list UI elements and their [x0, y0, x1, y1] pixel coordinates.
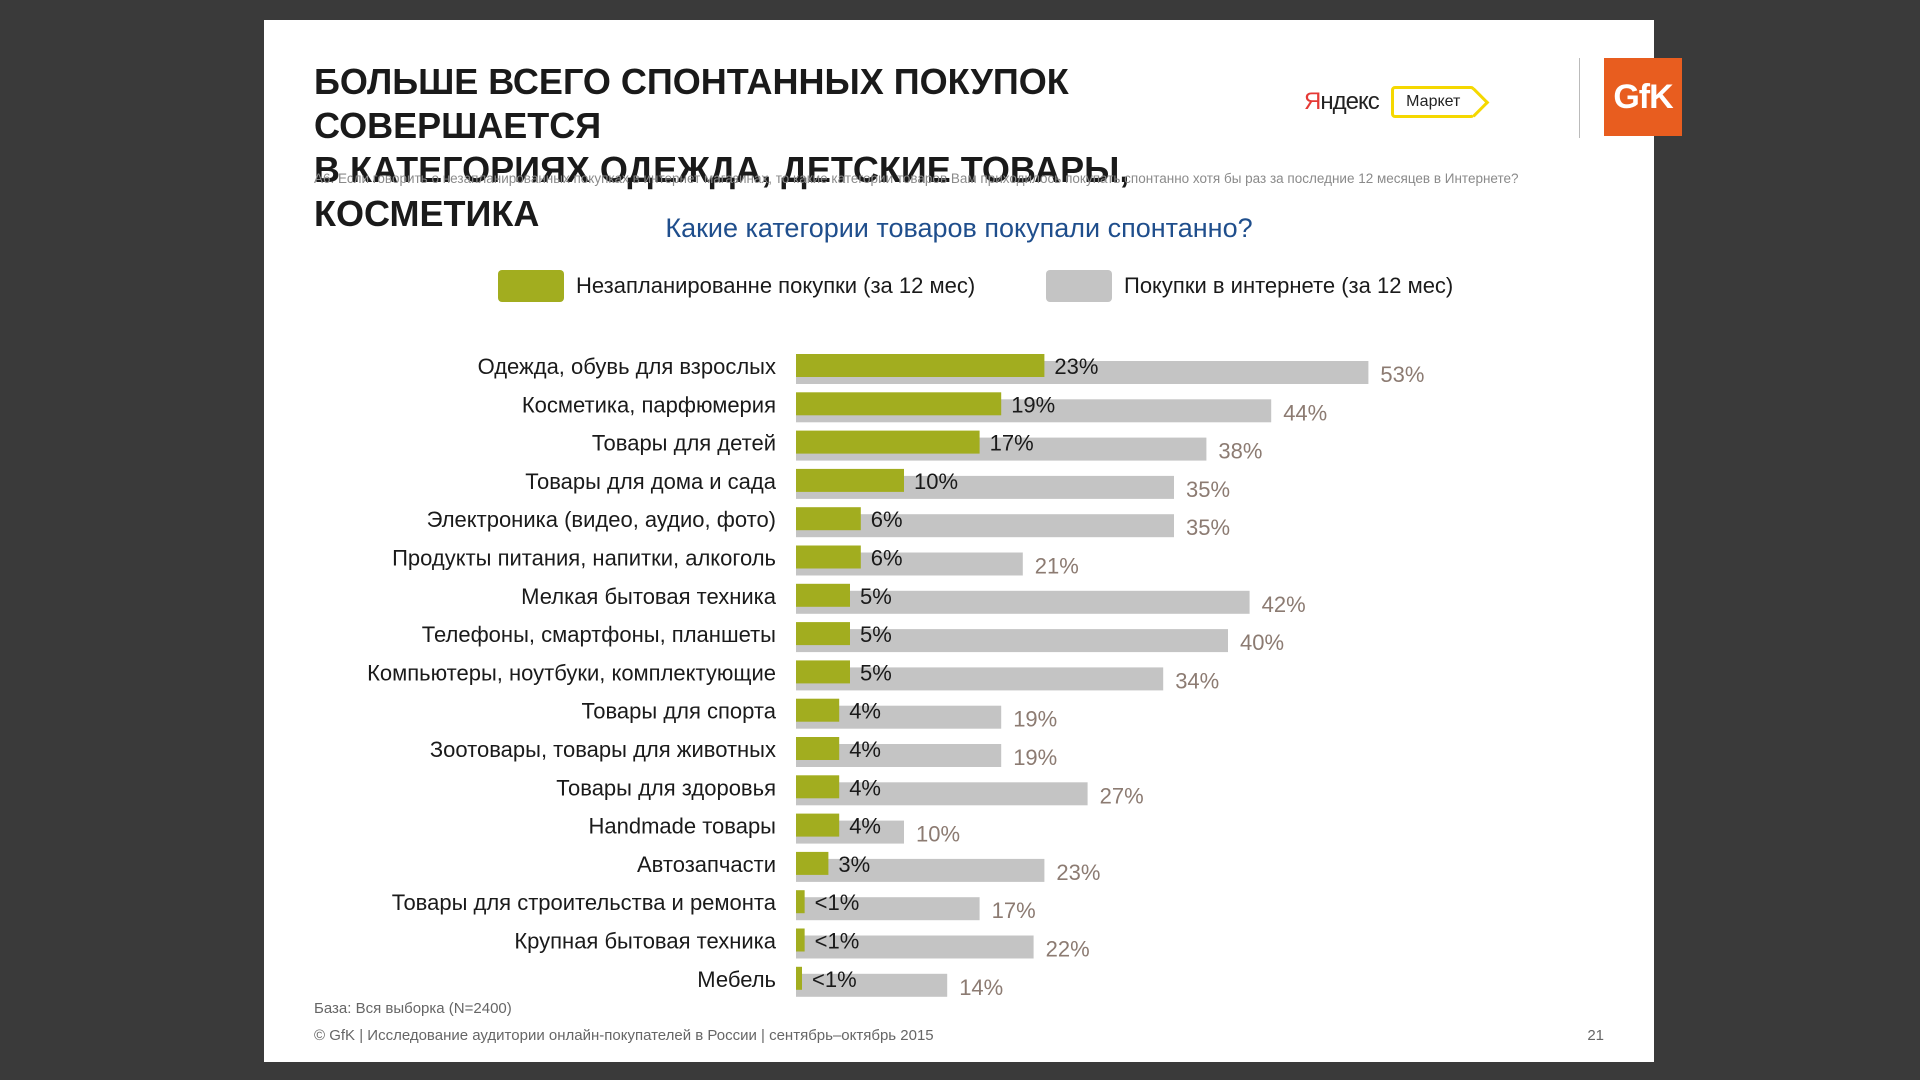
data-label-online: 40% [1240, 630, 1284, 655]
bar-unplanned [796, 622, 850, 646]
category-label: Продукты питания, напитки, алкоголь [392, 546, 776, 571]
category-label: Товары для детей [592, 431, 776, 456]
category-label: Handmade товары [588, 814, 776, 839]
data-label-online: 38% [1218, 439, 1262, 464]
bar-unplanned [796, 966, 802, 990]
logo-divider [1579, 58, 1580, 138]
data-label-unplanned: 6% [871, 546, 903, 571]
data-label-unplanned: 4% [849, 699, 881, 724]
slide: БОЛЬШЕ ВСЕГО СПОНТАННЫХ ПОКУПОК СОВЕРШАЕ… [264, 20, 1682, 1062]
category-label: Зоотовары, товары для животных [430, 737, 776, 762]
data-label-unplanned: 5% [860, 584, 892, 609]
data-label-online: 17% [992, 898, 1036, 923]
bar-online [796, 858, 1045, 882]
gfk-logo: GfK [1604, 58, 1682, 136]
legend-label-online: Покупки в интернете (за 12 мес) [1124, 273, 1454, 298]
data-label-online: 23% [1056, 860, 1100, 885]
category-label: Мелкая бытовая техника [521, 584, 777, 609]
category-label: Телефоны, смартфоны, планшеты [422, 622, 776, 647]
data-label-unplanned: 6% [871, 507, 903, 532]
bar-online [796, 705, 1002, 729]
bar-unplanned [796, 430, 980, 454]
data-label-online: 27% [1100, 783, 1144, 808]
data-label-online: 53% [1380, 362, 1424, 387]
data-label-unplanned: 23% [1054, 354, 1098, 379]
category-label: Товары для дома и сада [525, 469, 777, 494]
category-label: Автозапчасти [637, 852, 776, 877]
slide-title-line2: В КАТЕГОРИЯХ ОДЕЖДА, ДЕТСКИЕ ТОВАРЫ, КОС… [314, 149, 1130, 234]
data-label-online: 44% [1283, 400, 1327, 425]
bar-unplanned [796, 392, 1002, 416]
data-label-unplanned: 19% [1011, 392, 1055, 417]
bar-unplanned [796, 928, 805, 952]
bar-unplanned [796, 890, 805, 914]
bar-unplanned [796, 660, 850, 684]
data-label-online: 34% [1175, 668, 1219, 693]
footer-base: База: Вся выборка (N=2400) [314, 1000, 512, 1017]
data-label-online: 19% [1013, 745, 1057, 770]
category-label: Одежда, обувь для взрослых [478, 354, 776, 379]
bar-unplanned [796, 545, 861, 569]
category-label: Крупная бытовая техника [514, 929, 776, 954]
yandex-wordmark: Яндекс [1304, 88, 1380, 115]
data-label-unplanned: <1% [812, 967, 857, 992]
bar-online [796, 935, 1034, 959]
data-label-unplanned: 4% [849, 775, 881, 800]
bar-unplanned [796, 698, 840, 722]
data-label-online: 21% [1035, 554, 1079, 579]
data-label-unplanned: <1% [815, 929, 860, 954]
bar-online [796, 973, 948, 997]
data-label-unplanned: 3% [838, 852, 870, 877]
bar-unplanned [796, 354, 1045, 377]
data-label-online: 10% [916, 822, 960, 847]
footer-source: © GfK | Исследование аудитории онлайн-по… [314, 1027, 934, 1044]
yandex-market-logo: Яндекс Маркет [1304, 86, 1476, 118]
category-label: Товары для здоровья [556, 775, 776, 800]
bar-unplanned [796, 813, 840, 837]
chart-title: Какие категории товаров покупали спонтан… [665, 213, 1253, 243]
bar-online [796, 629, 1228, 653]
data-label-unplanned: 4% [849, 737, 881, 762]
data-label-online: 22% [1046, 937, 1090, 962]
bar-unplanned [796, 468, 904, 492]
legend-label-unplanned: Незапланированне покупки (за 12 мес) [576, 273, 976, 298]
data-label-unplanned: 4% [849, 814, 881, 839]
data-label-unplanned: 17% [990, 431, 1034, 456]
category-label: Косметика, парфюмерия [522, 392, 776, 417]
data-label-online: 42% [1262, 592, 1306, 617]
bar-online [796, 590, 1250, 614]
survey-question: А6. Если говорить о незапланированных по… [314, 171, 1519, 186]
bar-unplanned [796, 851, 829, 875]
data-label-online: 35% [1186, 515, 1230, 540]
bar-unplanned [796, 737, 840, 760]
slide-title-line1: БОЛЬШЕ ВСЕГО СПОНТАННЫХ ПОКУПОК СОВЕРШАЕ… [314, 61, 1069, 146]
data-label-unplanned: 5% [860, 622, 892, 647]
bar-chart: Одежда, обувь для взрослых 53% 23% Косметик… [367, 354, 1424, 1000]
bar-unplanned [796, 775, 840, 799]
data-label-online: 35% [1186, 477, 1230, 502]
category-label: Товары для спорта [582, 699, 777, 724]
legend-swatch-online [1046, 270, 1112, 302]
category-label: Компьютеры, ноутбуки, комплектующие [367, 660, 776, 685]
data-label-online: 19% [1013, 707, 1057, 732]
bar-unplanned [796, 583, 850, 607]
category-label: Электроника (видео, аудио, фото) [427, 507, 776, 532]
slide-title: БОЛЬШЕ ВСЕГО СПОНТАННЫХ ПОКУПОК СОВЕРШАЕ… [314, 60, 1314, 236]
bar-online [796, 897, 980, 921]
bar-online [796, 744, 1002, 767]
category-label: Товары для строительства и ремонта [392, 890, 777, 915]
page-number: 21 [1587, 1027, 1604, 1044]
bar-unplanned [796, 507, 861, 531]
data-label-unplanned: 5% [860, 660, 892, 685]
data-label-online: 14% [959, 975, 1003, 1000]
data-label-unplanned: <1% [815, 890, 860, 915]
bar-online [796, 667, 1164, 691]
category-label: Мебель [697, 967, 776, 992]
market-badge: Маркет [1391, 86, 1476, 118]
data-label-unplanned: 10% [914, 469, 958, 494]
bar-online [796, 782, 1088, 806]
bar-online [796, 514, 1174, 538]
legend-swatch-unplanned [498, 270, 564, 302]
